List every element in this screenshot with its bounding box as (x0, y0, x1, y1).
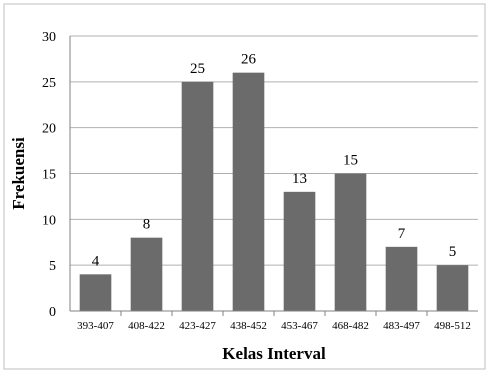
data-label: 15 (343, 153, 358, 169)
bar (181, 81, 214, 311)
y-axis-title: Frekuensi (9, 137, 28, 210)
data-label: 7 (398, 226, 406, 242)
y-tick-label: 20 (42, 122, 56, 137)
bar (130, 237, 163, 311)
data-label: 25 (190, 61, 205, 77)
data-label: 26 (241, 52, 257, 68)
bar (385, 246, 418, 311)
x-tick-label: 438-452 (230, 320, 267, 332)
bar (436, 265, 469, 311)
bars (79, 72, 469, 312)
y-tick-label: 5 (49, 259, 56, 274)
data-label: 13 (292, 171, 307, 187)
y-tick-label: 30 (42, 30, 56, 45)
bar (283, 191, 316, 311)
x-axis-title: Kelas Interval (222, 344, 326, 363)
x-tick-label: 393-407 (77, 320, 114, 332)
x-tick-label: 498-512 (434, 320, 471, 332)
y-axis-ticks: 0 5 10 15 20 25 30 (42, 30, 56, 320)
x-tick-label: 408-422 (128, 320, 165, 332)
y-tick-label: 25 (42, 76, 56, 91)
data-label: 4 (92, 253, 100, 269)
y-tick-label: 15 (42, 168, 56, 183)
y-tick-label: 0 (49, 305, 56, 320)
x-tick-label: 483-497 (383, 320, 420, 332)
x-tick-label: 468-482 (332, 320, 369, 332)
bar (232, 72, 265, 312)
data-labels: 4 8 25 26 13 15 7 5 (92, 52, 457, 270)
x-tick-label: 453-467 (281, 320, 318, 332)
bar (334, 173, 367, 311)
data-label: 8 (143, 217, 151, 233)
data-label: 5 (449, 244, 457, 260)
y-tick-label: 10 (42, 213, 56, 228)
x-axis-ticks: 393-407 408-422 423-427 438-452 453-467 468-4… (77, 311, 471, 332)
bar (79, 274, 112, 311)
x-tick-label: 423-427 (179, 320, 216, 332)
